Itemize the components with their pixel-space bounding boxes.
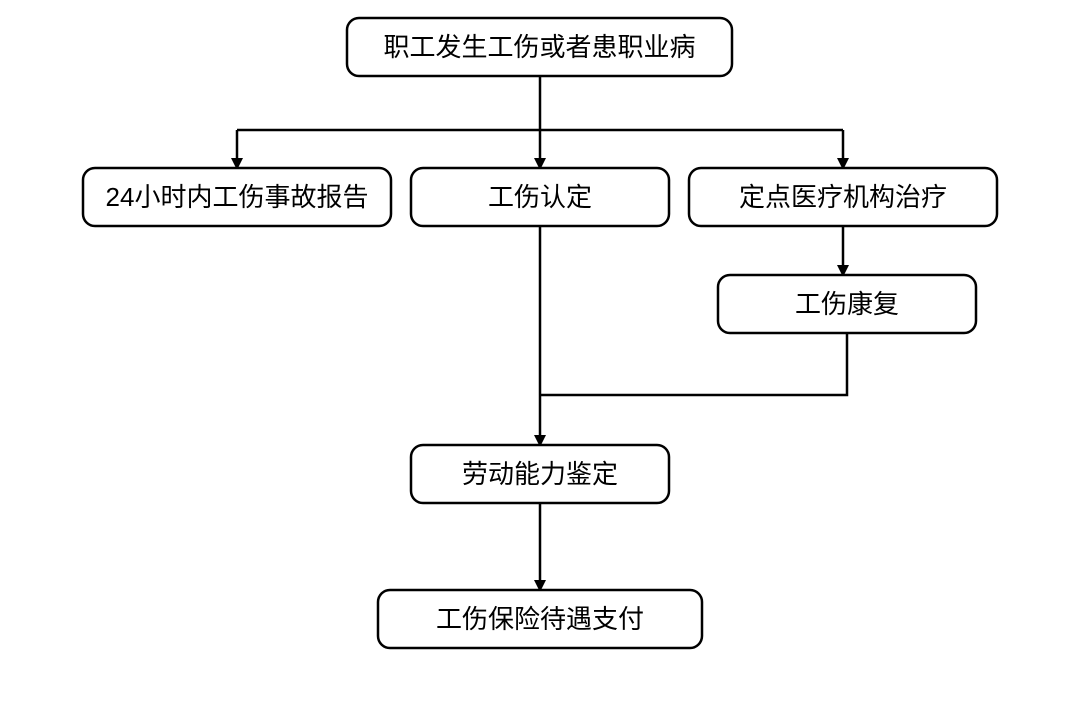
node-ability: 劳动能力鉴定 (411, 445, 669, 503)
node-hospital: 定点医疗机构治疗 (689, 168, 997, 226)
node-label-rehab: 工伤康复 (795, 289, 899, 319)
node-label-pay: 工伤保险待遇支付 (436, 604, 644, 634)
node-label-hospital: 定点医疗机构治疗 (739, 182, 947, 212)
node-start: 职工发生工伤或者患职业病 (347, 18, 732, 76)
node-label-ability: 劳动能力鉴定 (462, 459, 618, 489)
flowchart-canvas: 职工发生工伤或者患职业病 24小时内工伤事故报告 工伤认定 定点医疗机构治疗工伤康复劳… (0, 0, 1080, 717)
node-pay: 工伤保险待遇支付 (378, 590, 702, 648)
node-report24: 24小时内工伤事故报告 (83, 168, 391, 226)
node-label-start: 职工发生工伤或者患职业病 (383, 32, 695, 62)
node-label-identify: 工伤认定 (488, 182, 592, 212)
node-identify: 工伤认定 (411, 168, 669, 226)
edge-e-rehab-merge (540, 333, 847, 395)
node-label-report24: 24小时内工伤事故报告 (106, 182, 369, 212)
node-rehab: 工伤康复 (718, 275, 976, 333)
